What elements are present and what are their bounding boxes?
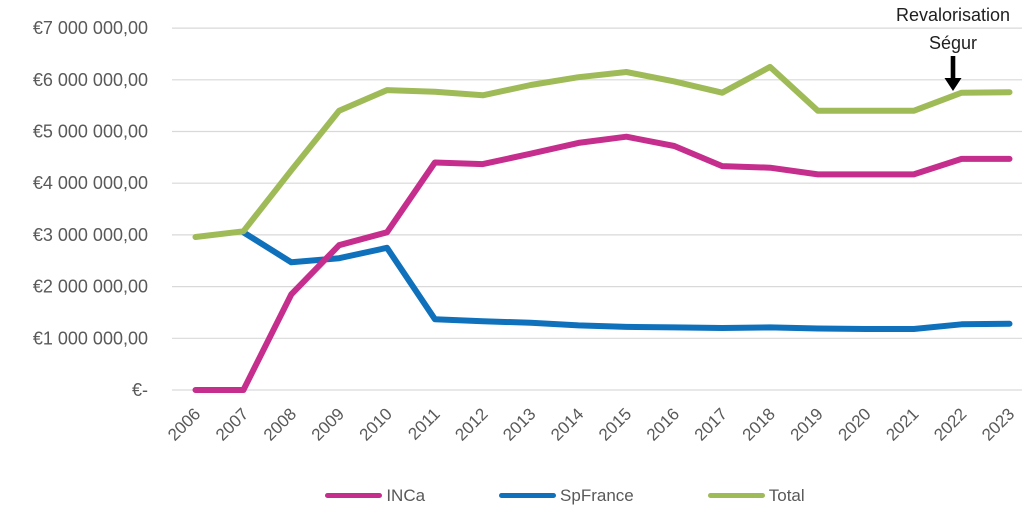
series-line-total bbox=[192, 63, 1013, 240]
y-axis-tick-label: €5 000 000,00 bbox=[33, 122, 148, 142]
y-axis-tick-label: €1 000 000,00 bbox=[33, 328, 148, 348]
arrow-head bbox=[944, 78, 962, 91]
x-axis-tick-label: 2011 bbox=[404, 404, 443, 443]
chart-legend: INCa SpFrance Total bbox=[0, 487, 1030, 504]
x-axis-tick-label: 2012 bbox=[451, 404, 491, 444]
legend-label: INCa bbox=[386, 486, 426, 505]
x-axis-tick-label: 2010 bbox=[356, 404, 396, 444]
annotation-line-2: Ségur bbox=[929, 33, 977, 53]
legend-item-inca: INCa bbox=[325, 487, 425, 504]
y-axis-tick-label: €7 000 000,00 bbox=[33, 18, 148, 38]
x-axis-tick-label: 2016 bbox=[643, 404, 683, 444]
legend-swatch-total bbox=[707, 492, 765, 499]
x-axis-tick-label: 2023 bbox=[978, 404, 1018, 444]
x-axis-tick-label: 2013 bbox=[499, 404, 539, 444]
legend-item-total: Total bbox=[707, 486, 805, 505]
annotation-line-1: Revalorisation bbox=[896, 5, 1010, 25]
y-axis-tick-label: €3 000 000,00 bbox=[33, 225, 148, 245]
y-axis-tick-label: €- bbox=[132, 380, 148, 400]
series-line-inca bbox=[192, 133, 1013, 393]
annotation-down-arrow-icon bbox=[944, 56, 962, 91]
x-axis-tick-label: 2009 bbox=[308, 404, 348, 444]
x-axis-tick-label: 2022 bbox=[930, 404, 970, 444]
x-axis-tick-label: 2018 bbox=[739, 404, 779, 444]
x-axis-tick-label: 2021 bbox=[882, 404, 922, 444]
x-axis-tick-label: 2017 bbox=[691, 404, 731, 444]
legend-label: SpFrance bbox=[560, 486, 634, 505]
legend-label: Total bbox=[768, 486, 805, 505]
y-axis-tick-label: €2 000 000,00 bbox=[33, 277, 148, 297]
y-axis-tick-label: €4 000 000,00 bbox=[33, 173, 148, 193]
legend-swatch-inca bbox=[325, 492, 383, 499]
x-axis-tick-label: 2015 bbox=[595, 404, 635, 444]
series-line-spfrance bbox=[240, 229, 1013, 332]
x-axis-tick-label: 2006 bbox=[164, 404, 204, 444]
x-axis-tick-label: 2007 bbox=[212, 404, 252, 444]
x-axis-tick-label: 2019 bbox=[787, 404, 827, 444]
legend-swatch-spfrance bbox=[499, 492, 557, 499]
arrow-shaft bbox=[950, 56, 956, 79]
chart-plot-area: €- €1 000 000,00 €2 000 000,00 €3 000 000,0… bbox=[33, 18, 1022, 445]
annotation-revalorisation-segur: Revalorisation Ségur bbox=[896, 5, 1010, 91]
x-axis-tick-label: 2014 bbox=[547, 404, 587, 444]
legend-item-spfrance: SpFrance bbox=[499, 487, 634, 504]
x-axis-tick-label: 2008 bbox=[260, 404, 300, 444]
x-axis-tick-label: 2020 bbox=[834, 404, 874, 444]
y-axis-tick-label: €6 000 000,00 bbox=[33, 70, 148, 90]
